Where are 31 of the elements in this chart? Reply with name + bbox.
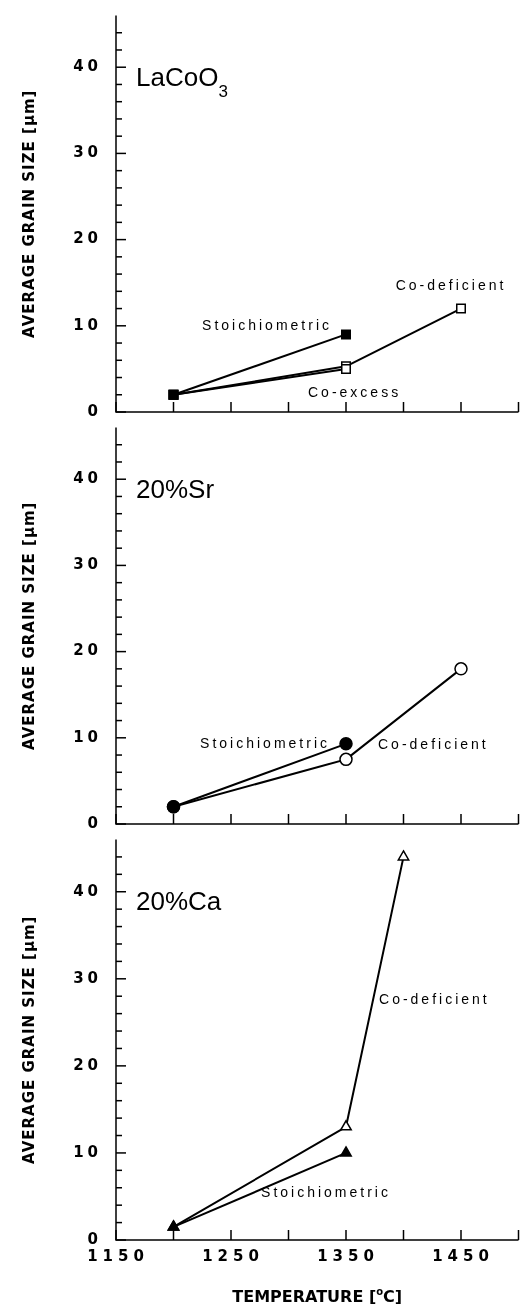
y-tick-label: 30 <box>73 143 102 162</box>
x-tick-label: 1150 <box>87 1247 149 1266</box>
series-label: Co-excess <box>308 383 402 400</box>
y-tick-label: 20 <box>73 229 102 248</box>
text: 20%Ca <box>136 885 222 916</box>
y-tick-label: 10 <box>73 315 102 334</box>
series-label: Stoichiometric <box>261 1183 391 1200</box>
series-label: Stoichiometric <box>202 317 332 334</box>
text: 20%Sr <box>136 473 215 504</box>
y-tick-label: 0 <box>87 401 102 420</box>
y-axis-title: AVERAGE GRAIN SIZE [μm] <box>19 89 38 338</box>
y-axis-title: AVERAGE GRAIN SIZE [μm] <box>19 501 38 750</box>
series-label: Stoichiometric <box>200 734 330 751</box>
y-tick-label: 30 <box>73 555 102 574</box>
y-tick-label: 40 <box>73 469 102 488</box>
y-tick-label: 10 <box>73 1142 102 1161</box>
series-label: Co-deficient <box>395 277 507 294</box>
series-label: Co-deficient <box>378 736 489 753</box>
x-tick-label: 1250 <box>202 1247 264 1266</box>
y-tick-label: 30 <box>73 968 102 987</box>
x-tick-label: 1350 <box>317 1247 379 1266</box>
y-tick-label: 20 <box>73 1055 102 1074</box>
series-label: Co-deficient <box>379 990 490 1007</box>
y-tick-label: 0 <box>87 1229 102 1248</box>
y-axis-title: AVERAGE GRAIN SIZE [μm] <box>19 915 38 1164</box>
y-tick-label: 0 <box>87 813 102 832</box>
y-tick-label: 20 <box>73 641 102 660</box>
y-tick-label: 40 <box>73 57 102 76</box>
x-tick-label: 1450 <box>432 1247 494 1266</box>
y-tick-label: 10 <box>73 727 102 746</box>
y-tick-label: 40 <box>73 881 102 900</box>
